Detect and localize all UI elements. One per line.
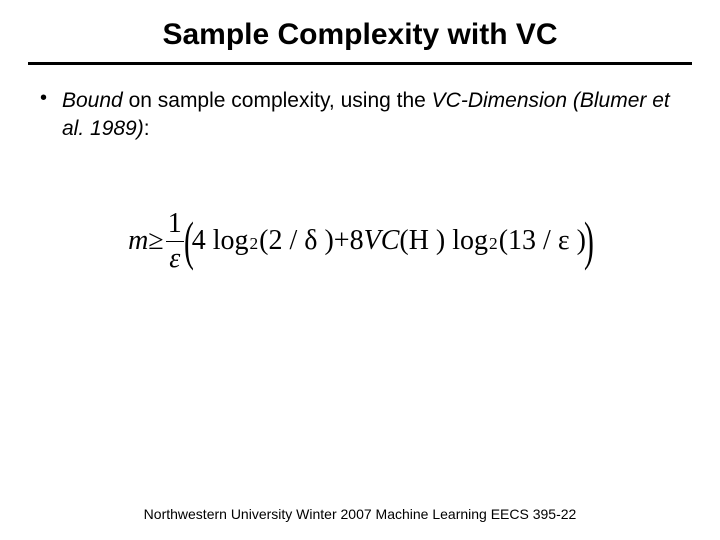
formula-plus: + (334, 225, 350, 257)
bullet-text: Bound on sample complexity, using the VC… (62, 87, 692, 144)
formula-m: m (128, 225, 148, 257)
bullet-run-bound: Bound (62, 89, 123, 112)
frac-num: 1 (166, 210, 184, 238)
formula-seg2c: (H ) log (399, 225, 488, 257)
formula-fraction: 1 ε (166, 210, 184, 273)
title-underline (28, 62, 692, 65)
formula-rparen: ) (584, 217, 594, 266)
bullet-marker: • (40, 87, 62, 109)
frac-bar (166, 241, 184, 242)
bullet-run-colon: : (144, 117, 150, 140)
bullet-item: • Bound on sample complexity, using the … (28, 87, 692, 144)
formula-seg2a: 8 (350, 225, 364, 257)
frac-den: ε (167, 245, 182, 273)
formula-seg1a: 4 log (192, 225, 249, 257)
formula-container: m ≥ 1 ε ( 4 log 2 (2 / δ ) + 8 VC (H ) l… (28, 210, 692, 273)
slide-footer: Northwestern University Winter 2007 Mach… (0, 506, 720, 522)
formula: m ≥ 1 ε ( 4 log 2 (2 / δ ) + 8 VC (H ) l… (128, 210, 592, 273)
formula-sub2: 2 (489, 234, 498, 254)
formula-sub1: 2 (249, 234, 258, 254)
formula-seg1b: (2 / δ ) (259, 225, 334, 257)
bullet-run-plain1: on sample complexity, using the (123, 89, 432, 112)
slide-title: Sample Complexity with VC (28, 18, 692, 52)
formula-seg2b: VC (364, 225, 400, 257)
formula-seg2d: (13 / ε ) (499, 225, 586, 257)
formula-lparen: ( (184, 217, 194, 266)
formula-geq: ≥ (148, 225, 163, 257)
slide: Sample Complexity with VC • Bound on sam… (0, 0, 720, 540)
